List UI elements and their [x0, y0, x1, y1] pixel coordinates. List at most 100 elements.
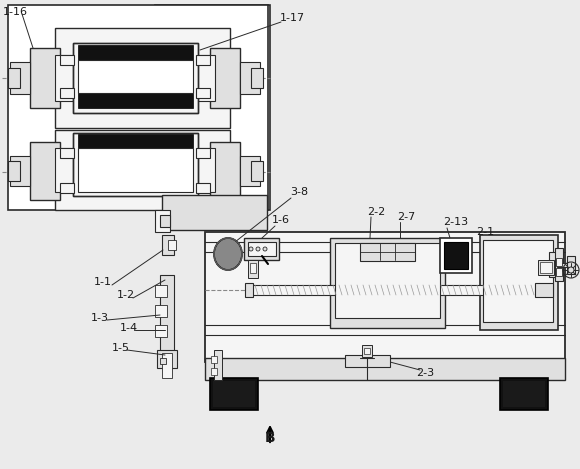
Bar	[205, 232, 565, 362]
Bar	[30, 142, 60, 200]
Text: 2-2: 2-2	[367, 207, 385, 217]
Bar	[73, 43, 198, 113]
Bar	[78, 93, 193, 108]
Text: 2-1: 2-1	[476, 227, 494, 237]
Bar	[557, 263, 573, 267]
Bar	[335, 243, 440, 318]
Bar	[567, 256, 575, 274]
Bar	[195, 148, 215, 192]
Bar	[213, 381, 255, 407]
Bar	[205, 358, 565, 380]
Bar	[196, 88, 210, 98]
Text: 1-16: 1-16	[3, 7, 28, 17]
Bar	[60, 88, 74, 98]
Bar	[30, 48, 60, 108]
Bar	[195, 55, 215, 101]
Bar	[10, 62, 30, 94]
Circle shape	[256, 247, 260, 251]
Bar	[60, 148, 74, 158]
Bar	[160, 275, 174, 355]
Bar	[8, 68, 20, 88]
Bar	[500, 378, 548, 410]
Bar	[214, 350, 222, 380]
Bar	[78, 148, 193, 192]
Bar	[162, 195, 267, 230]
Bar	[345, 355, 390, 367]
Bar	[535, 283, 553, 297]
Bar	[211, 368, 217, 375]
Text: B: B	[264, 431, 276, 445]
Text: 2-13: 2-13	[443, 217, 468, 227]
Bar	[240, 156, 260, 186]
Bar	[248, 242, 276, 256]
Bar	[160, 215, 170, 227]
Text: 2-3: 2-3	[416, 368, 434, 378]
Text: 2-7: 2-7	[397, 212, 415, 222]
Bar	[251, 68, 263, 88]
Text: 1-2: 1-2	[117, 290, 135, 300]
Ellipse shape	[214, 238, 242, 270]
Bar	[330, 238, 445, 328]
Bar	[245, 283, 253, 297]
Bar	[244, 238, 279, 260]
Bar	[55, 130, 230, 210]
Bar	[503, 381, 545, 407]
Text: 1-3: 1-3	[91, 313, 109, 323]
Bar	[78, 134, 193, 148]
Bar	[8, 5, 268, 210]
Bar	[155, 210, 170, 232]
Bar	[250, 263, 256, 273]
Bar	[8, 161, 20, 181]
Bar	[160, 358, 166, 364]
Text: 1-5: 1-5	[112, 343, 130, 353]
Bar	[440, 238, 472, 273]
Bar	[211, 356, 217, 363]
Bar	[248, 260, 258, 278]
Circle shape	[568, 267, 574, 273]
Bar	[480, 235, 558, 330]
Circle shape	[263, 247, 267, 251]
Bar	[556, 268, 562, 276]
Bar	[73, 43, 198, 113]
Bar	[483, 240, 553, 322]
Bar	[155, 305, 167, 317]
Text: 1-6: 1-6	[272, 215, 290, 225]
Bar	[55, 148, 73, 192]
Bar	[55, 28, 230, 128]
Bar	[73, 133, 198, 196]
Bar	[360, 243, 415, 261]
Bar	[10, 156, 30, 186]
Bar	[210, 142, 240, 200]
Bar	[362, 345, 372, 357]
Bar	[538, 260, 554, 275]
Bar	[240, 62, 260, 94]
Bar	[155, 5, 270, 210]
Bar	[210, 48, 240, 108]
Bar	[157, 350, 177, 368]
Bar	[248, 285, 538, 295]
Bar	[168, 240, 176, 250]
Bar	[210, 378, 258, 410]
Bar	[196, 55, 210, 65]
Bar	[540, 262, 552, 273]
Bar	[444, 242, 468, 269]
Bar	[162, 235, 174, 255]
Bar	[162, 353, 172, 378]
Bar	[60, 183, 74, 193]
Text: 1-17: 1-17	[280, 13, 305, 23]
Bar	[251, 161, 263, 181]
Bar	[555, 248, 563, 281]
Text: 1-1: 1-1	[94, 277, 112, 287]
Bar	[549, 252, 561, 277]
Text: 3-8: 3-8	[290, 187, 308, 197]
Bar	[196, 183, 210, 193]
Bar	[556, 258, 562, 266]
Text: 1-4: 1-4	[120, 323, 138, 333]
Bar	[78, 45, 193, 60]
Bar	[155, 285, 167, 297]
Bar	[196, 148, 210, 158]
Bar	[78, 60, 193, 93]
Bar	[73, 133, 198, 196]
Bar	[364, 348, 370, 354]
Circle shape	[249, 247, 253, 251]
